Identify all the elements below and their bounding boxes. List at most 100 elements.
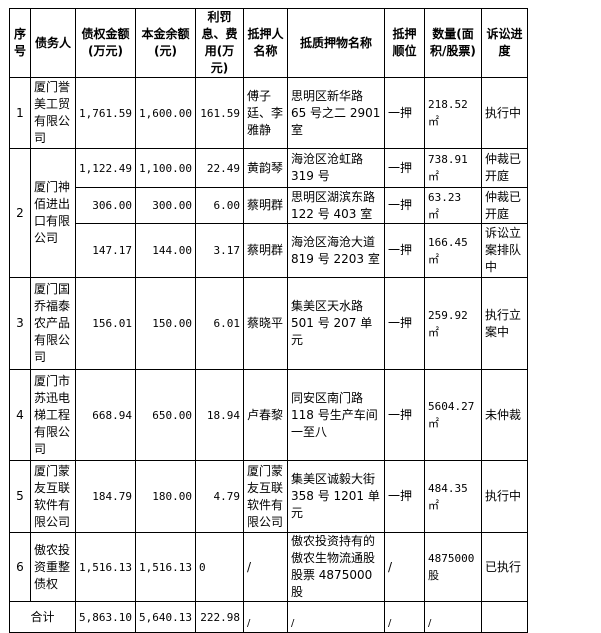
collateral-name: 傲农投资持有的傲农生物流通股股票 4875000 股: [286, 532, 385, 602]
header-principal: 本金余额(元): [134, 8, 196, 78]
row-number: 3: [9, 277, 31, 370]
table-row: 6 傲农投资重整债权 1,516.13 1,516.13 0/傲农投资持有的傲农生物流通…: [9, 532, 528, 602]
debtor-name: 厦门神佰进出口有限公司: [30, 148, 76, 278]
header-rank: 抵押顺位: [383, 8, 425, 78]
claim-amount: 306.00: [75, 187, 136, 224]
row-number: 2: [9, 148, 31, 278]
collateral-name: 同安区南门路 118 号生产车间一至八: [286, 369, 385, 461]
mortgage-rank: 一押: [383, 148, 425, 188]
mortgagor-name: 傅子廷、李雅静: [242, 77, 288, 149]
mortgage-rank: 一押: [383, 77, 425, 149]
mortgagor-name: /: [242, 532, 288, 602]
header-row: 序号 债务人 债权金额(万元) 本金余额(元) 利罚息、费用(万元) 抵押人名称…: [9, 8, 528, 78]
total-label: 合计: [9, 601, 76, 633]
litigation-status: 仲裁已开庭: [480, 187, 528, 224]
quantity: 738.91 ㎡: [423, 148, 482, 188]
principal-balance: 650.00: [134, 369, 196, 461]
mortgage-rank: 一押: [383, 187, 425, 224]
principal-balance: 144.00: [134, 223, 196, 278]
debtor-name: 厦门市苏迅电梯工程有限公司: [30, 369, 76, 461]
principal-balance: 300.00: [134, 187, 196, 224]
claim-amount: 668.94: [75, 369, 136, 461]
table-row: 4 厦门市苏迅电梯工程有限公司 668.94 650.00 18.94 卢春黎 同安区南门路…: [9, 369, 528, 461]
interest-fees: 22.49: [194, 148, 244, 188]
header-no: 序号: [9, 8, 31, 78]
header-interest: 利罚息、费用(万元): [194, 8, 244, 78]
mortgage-rank: 一押: [383, 223, 425, 278]
mortgage-rank: 一押: [383, 369, 425, 461]
row-number: 4: [9, 369, 31, 461]
interest-fees: 6.01: [194, 277, 244, 370]
mortgage-rank: 一押: [383, 277, 425, 370]
table-row: 306.00 300.00 6.00 蔡明群 思明区湖滨东路 122 号 403 室一押…: [10, 187, 528, 224]
collateral-name: 思明区新华路 65 号之二 2901 室: [286, 77, 385, 149]
quantity: 484.35 ㎡: [423, 460, 482, 533]
table-row: 3 厦门国乔福泰农产品有限公司 156.01 150.00 6.01 蔡晓平 集美区天水路 …: [9, 277, 528, 370]
principal-balance: 150.00: [134, 277, 196, 370]
quantity: 259.92 ㎡: [423, 277, 482, 370]
mortgagor-name: 蔡晓平: [242, 277, 288, 370]
claim-amount: 1,516.13: [75, 532, 136, 602]
mortgage-rank: /: [383, 532, 425, 602]
debt-table: 序号 债务人 债权金额(万元) 本金余额(元) 利罚息、费用(万元) 抵押人名称…: [9, 8, 528, 633]
claim-amount: 1,122.49: [75, 148, 136, 188]
collateral-name: 集美区天水路 501 号 207 单元: [286, 277, 385, 370]
mortgage-rank: 一押: [383, 460, 425, 533]
header-status: 诉讼进度: [480, 8, 528, 78]
principal-balance: 1,600.00: [134, 77, 196, 149]
total-principal: 5,640.13: [134, 601, 196, 633]
interest-fees: 6.00: [194, 187, 244, 224]
mortgagor-name: 卢春黎: [242, 369, 288, 461]
table-row: 5 厦门蒙友互联软件有限公司 184.79 180.00 4.79 厦门蒙友互联软件有限公…: [9, 460, 528, 533]
collateral-name: 集美区诚毅大街 358 号 1201 单元: [286, 460, 385, 533]
total-status: [480, 601, 528, 633]
header-debtor: 债务人: [30, 8, 76, 78]
interest-fees: 4.79: [194, 460, 244, 533]
interest-fees: 161.59: [194, 77, 244, 149]
litigation-status: 未仲裁: [480, 369, 528, 461]
quantity: 5604.27 ㎡: [423, 369, 482, 461]
total-collateral: /: [286, 601, 385, 633]
header-mortgagor: 抵押人名称: [242, 8, 288, 78]
row-number: 1: [9, 77, 31, 149]
table-row: 2 厦门神佰进出口有限公司 1,122.49 1,100.00 22.49 黄韵琴 海沧区沧…: [9, 148, 528, 278]
litigation-status: 执行立案中: [480, 277, 528, 370]
litigation-status: 仲裁已开庭: [480, 148, 528, 188]
header-claim: 债权金额(万元): [75, 8, 136, 78]
principal-balance: 1,516.13: [134, 532, 196, 602]
header-quantity: 数量(面积/股票): [423, 8, 482, 78]
debtor-name: 傲农投资重整债权: [30, 532, 76, 602]
claim-amount: 184.79: [75, 460, 136, 533]
mortgagor-name: 蔡明群: [242, 223, 288, 278]
total-rank: /: [383, 601, 425, 633]
mortgagor-name: 蔡明群: [242, 187, 288, 224]
debtor-name: 厦门誉美工贸有限公司: [30, 77, 76, 149]
interest-fees: 0: [194, 532, 244, 602]
table-row: 1 厦门誉美工贸有限公司 1,761.59 1,600.00 161.59 傅子廷、李雅静…: [9, 77, 528, 149]
row-number: 5: [9, 460, 31, 533]
quantity: 218.52 ㎡: [423, 77, 482, 149]
quantity: 4875000 股: [423, 532, 482, 602]
mortgagor-name: 黄韵琴: [242, 148, 288, 188]
interest-fees: 3.17: [194, 223, 244, 278]
collateral-name: 海沧区沧虹路 319 号: [286, 148, 385, 188]
debtor-name: 厦门国乔福泰农产品有限公司: [30, 277, 76, 370]
litigation-status: 已执行: [480, 532, 528, 602]
total-mortgagor: /: [242, 601, 288, 633]
claim-amount: 156.01: [75, 277, 136, 370]
total-row: 合计 5,863.10 5,640.13 222.98// / /: [9, 601, 528, 633]
mortgagor-name: 厦门蒙友互联软件有限公司: [242, 460, 288, 533]
principal-balance: 1,100.00: [134, 148, 196, 188]
litigation-status: 诉讼立案排队中: [480, 223, 528, 278]
table-row: 147.17 144.00 3.17 蔡明群 海沧区海沧大道 819 号 2203 室一…: [10, 223, 528, 278]
quantity: 63.23 ㎡: [423, 187, 482, 224]
principal-balance: 180.00: [134, 460, 196, 533]
collateral-name: 思明区湖滨东路 122 号 403 室: [286, 187, 385, 224]
claim-amount: 147.17: [75, 223, 136, 278]
litigation-status: 执行中: [480, 460, 528, 533]
collateral-name: 海沧区海沧大道 819 号 2203 室: [286, 223, 385, 278]
debtor-name: 厦门蒙友互联软件有限公司: [30, 460, 76, 533]
total-interest: 222.98: [194, 601, 244, 633]
total-claim: 5,863.10: [75, 601, 136, 633]
total-quantity: /: [423, 601, 482, 633]
